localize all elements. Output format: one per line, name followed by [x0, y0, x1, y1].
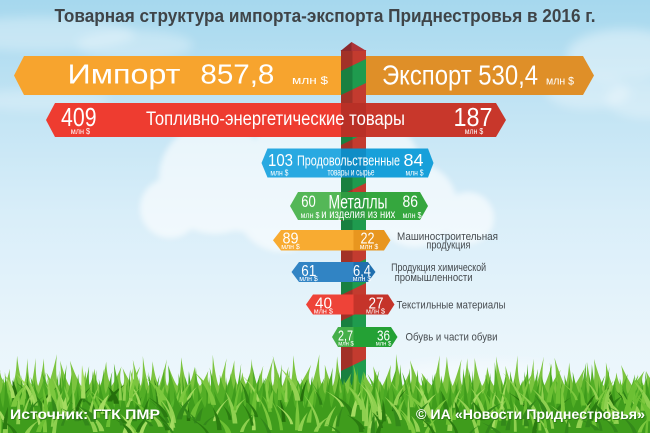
svg-text:Машиностроительная: Машиностроительная: [397, 231, 498, 243]
svg-text:89: 89: [283, 231, 299, 248]
svg-text:млн $: млн $: [406, 168, 424, 178]
svg-text:© ИА «Новости Приднестровья»: © ИА «Новости Приднестровья»: [416, 406, 645, 422]
svg-text:млн $: млн $: [292, 75, 328, 87]
svg-text:84: 84: [404, 150, 424, 170]
svg-text:Экспорт 530,4: Экспорт 530,4: [382, 60, 538, 91]
svg-text:млн $: млн $: [353, 276, 372, 283]
svg-text:млн $: млн $: [281, 244, 300, 251]
svg-text:6,4: 6,4: [353, 263, 371, 280]
svg-text:млн $: млн $: [301, 210, 320, 220]
svg-text:Продовольственные: Продовольственные: [297, 154, 400, 170]
svg-text:2,7: 2,7: [338, 327, 353, 344]
svg-text:млн $: млн $: [299, 276, 318, 283]
svg-text:409: 409: [61, 102, 97, 132]
svg-text:61: 61: [301, 263, 316, 280]
svg-text:86: 86: [403, 193, 419, 211]
svg-text:млн $: млн $: [71, 126, 91, 136]
svg-text:103: 103: [268, 150, 293, 170]
svg-text:40: 40: [315, 295, 332, 312]
svg-text:857,8: 857,8: [200, 59, 274, 90]
svg-text:Источник: ГТК ПМР: Источник: ГТК ПМР: [10, 406, 160, 422]
svg-text:товары и сырье: товары и сырье: [328, 167, 375, 179]
svg-text:Импорт: Импорт: [68, 59, 181, 90]
svg-text:и изделия из них: и изделия из них: [321, 209, 395, 221]
svg-text:Обувь и части обуви: Обувь и части обуви: [406, 332, 498, 344]
svg-text:млн $: млн $: [403, 210, 422, 220]
svg-text:Металлы: Металлы: [329, 193, 388, 214]
svg-text:млн $: млн $: [338, 340, 354, 347]
svg-text:млн $: млн $: [546, 76, 574, 88]
svg-text:млн $: млн $: [465, 126, 484, 136]
svg-text:Топливно-энергетические товары: Топливно-энергетические товары: [146, 109, 405, 130]
svg-text:© ИА «Новости Приднестровья»: © ИА «Новости Приднестровья»: [417, 407, 646, 423]
svg-text:продукция: продукция: [426, 239, 470, 251]
svg-text:млн $: млн $: [360, 244, 379, 251]
svg-text:22: 22: [361, 231, 375, 248]
svg-text:промышленности: промышленности: [395, 272, 473, 284]
svg-text:36: 36: [377, 327, 390, 344]
svg-text:млн $: млн $: [366, 309, 385, 316]
svg-text:Продукция химической: Продукция химической: [391, 262, 486, 274]
svg-text:млн $: млн $: [270, 168, 288, 178]
svg-text:27: 27: [369, 295, 384, 312]
svg-text:Текстильные материалы: Текстильные материалы: [397, 300, 506, 312]
svg-text:млн $: млн $: [314, 309, 333, 316]
svg-text:60: 60: [301, 193, 316, 211]
svg-text:млн $: млн $: [376, 340, 392, 347]
svg-text:Источник: ГТК ПМР: Источник: ГТК ПМР: [11, 407, 161, 423]
svg-text:Товарная структура импорта-экс: Товарная структура импорта-экспорта Прид…: [55, 6, 596, 26]
svg-text:187: 187: [454, 102, 493, 132]
